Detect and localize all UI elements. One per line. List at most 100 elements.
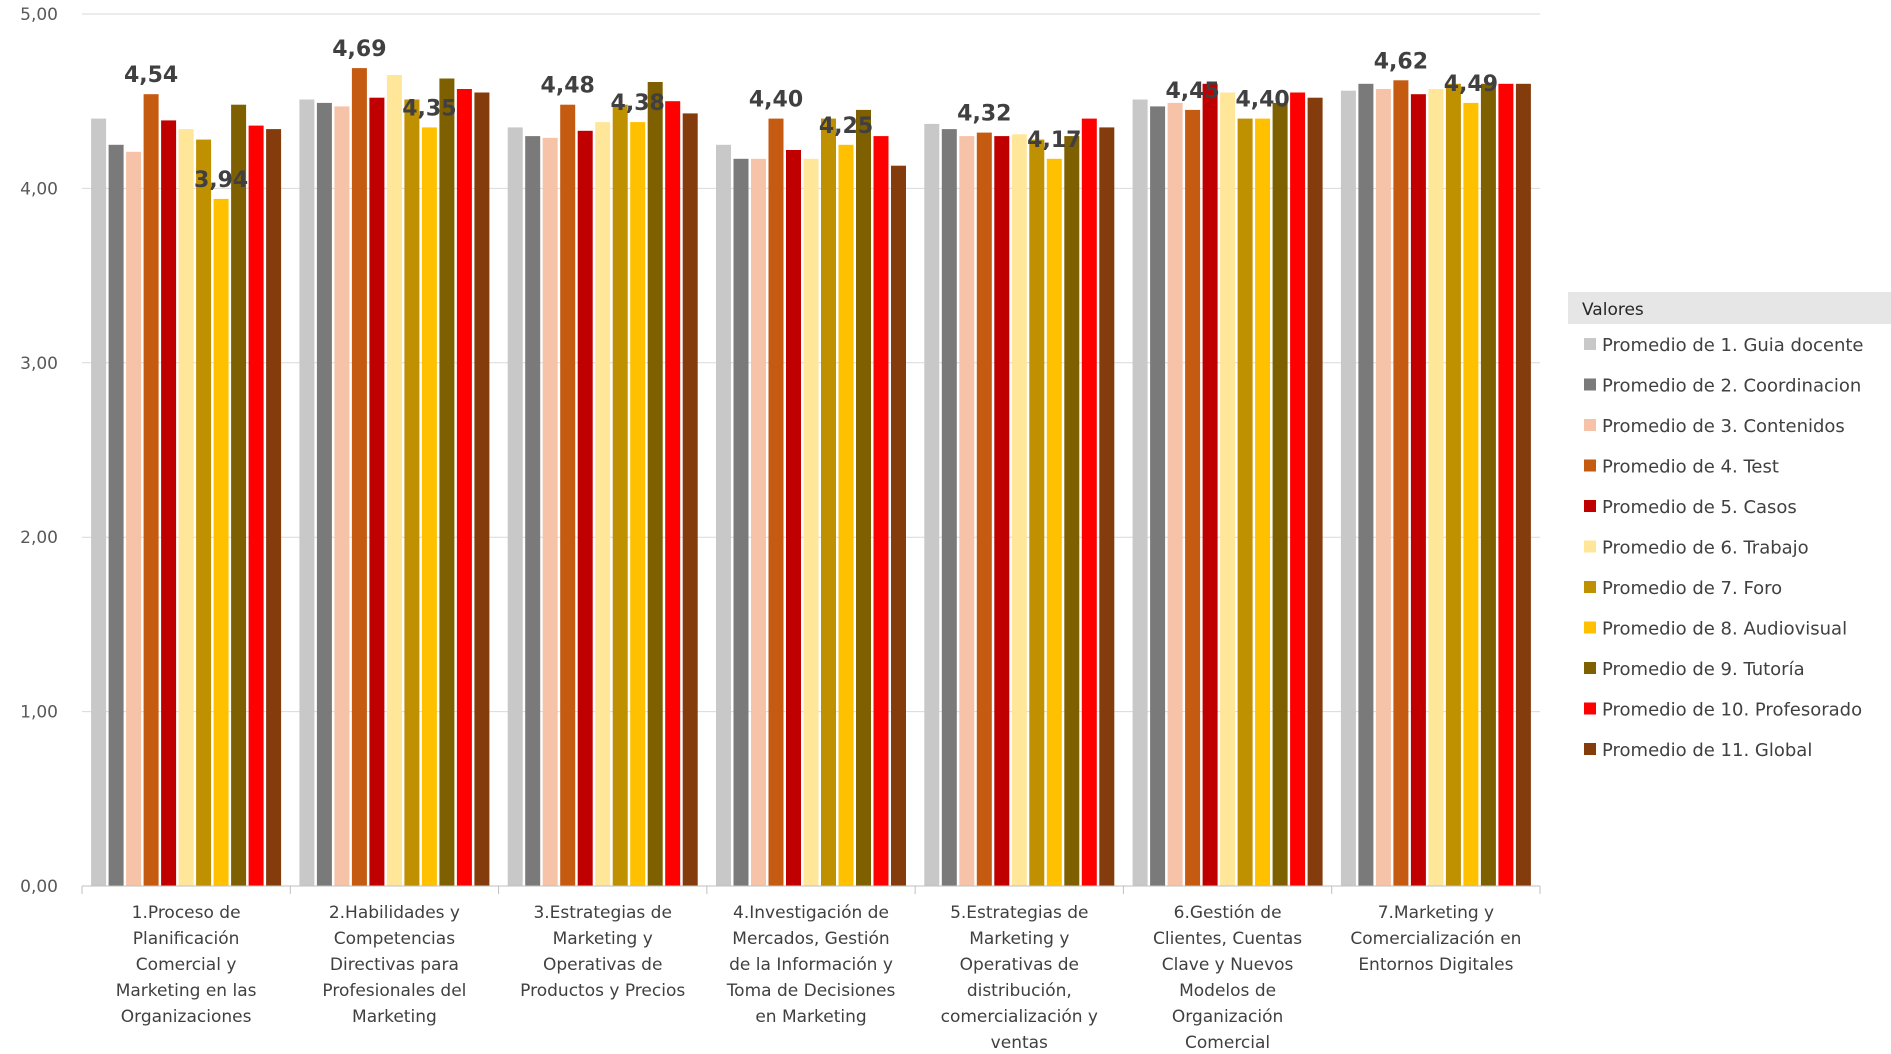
category-label-line: Organizaciones	[121, 1007, 252, 1027]
legend-entry-label: Promedio de 8. Audiovisual	[1602, 619, 1847, 640]
bar	[266, 129, 282, 887]
bar	[1445, 83, 1461, 887]
bar	[143, 94, 159, 886]
bar	[941, 129, 957, 887]
bar	[1340, 90, 1356, 886]
legend-title: Valores	[1582, 300, 1644, 320]
category-label-line: de la Información y	[729, 955, 893, 975]
bar	[1290, 92, 1306, 886]
bar	[404, 99, 420, 886]
bar	[299, 99, 315, 886]
legend-swatch	[1584, 540, 1596, 553]
category-label-line: en Marketing	[755, 1007, 866, 1027]
legend-title-background	[1568, 292, 1891, 324]
bar	[891, 165, 906, 886]
category-label: 4.Investigación de Mercados, Gestión de la…	[726, 903, 896, 1027]
bar	[421, 127, 437, 886]
category-label-line: Marketing	[352, 1007, 437, 1027]
data-label: 3,94	[194, 168, 248, 193]
category-label-line: Marketing en las	[116, 981, 257, 1001]
bars	[91, 68, 1531, 887]
bar	[507, 127, 523, 886]
category-label: 5.Estrategias de Marketing y Operativas de…	[941, 903, 1098, 1053]
bar	[612, 104, 628, 886]
legend-swatch	[1584, 702, 1596, 715]
bar	[1463, 102, 1479, 886]
legend-swatch	[1584, 378, 1596, 391]
data-label: 4,48	[541, 74, 595, 99]
category-label-line: 1.Proceso de	[132, 903, 241, 923]
bar	[1375, 89, 1391, 886]
bar	[994, 136, 1010, 887]
bar	[386, 75, 402, 886]
bar	[716, 144, 731, 887]
category-label-line: Organización	[1172, 1007, 1283, 1027]
y-axis: 0,00 1,00 2,00 3,00 4,00 5,00	[20, 5, 58, 897]
bar	[856, 109, 871, 886]
bar	[733, 158, 749, 887]
legend-entry-label: Promedio de 3. Contenidos	[1602, 416, 1845, 437]
bar	[821, 118, 836, 887]
legend-entry-label: Promedio de 4. Test	[1602, 457, 1779, 478]
bar	[1515, 83, 1531, 887]
bar	[248, 125, 264, 887]
legend-entry-label: Promedio de 1. Guia docente	[1602, 335, 1864, 356]
bar	[1428, 89, 1444, 886]
legend-entry-label: Promedio de 6. Trabajo	[1602, 538, 1809, 559]
bar	[369, 97, 385, 886]
data-label: 4,38	[611, 91, 665, 116]
category-label-line: ventas	[991, 1033, 1048, 1053]
legend-swatch	[1584, 743, 1596, 755]
bar	[196, 139, 212, 887]
category-label-line: Comercial y	[136, 955, 237, 975]
bar	[560, 104, 576, 886]
category-label-line: Marketing y	[553, 929, 653, 949]
bar	[334, 106, 350, 886]
category-label-line: Marketing y	[969, 929, 1069, 949]
category-label-line: 4.Investigación de	[733, 903, 889, 923]
category-label: 7.Marketing y Comercialización en Entornos…	[1350, 903, 1521, 975]
data-label: 4,40	[1235, 88, 1289, 113]
bar	[231, 104, 247, 886]
data-label: 4,54	[124, 63, 178, 88]
category-label-line: Clave y Nuevos	[1162, 955, 1294, 975]
legend-swatch	[1584, 459, 1596, 472]
category-label: 1.Proceso de Planificación Comercial y Mark…	[116, 903, 257, 1027]
legend-entry-label: Promedio de 5. Casos	[1602, 497, 1797, 518]
bar	[959, 136, 975, 887]
bar	[178, 129, 194, 887]
category-label-line: Comercial	[1185, 1033, 1270, 1053]
bar	[161, 120, 177, 886]
y-tick-label: 2,00	[20, 528, 58, 548]
legend-swatch	[1584, 419, 1596, 431]
category-label: 6.Gestión de Clientes, Cuentas Clave y Nue…	[1153, 903, 1302, 1053]
bar	[768, 118, 784, 887]
category-label-line: 7.Marketing y	[1378, 903, 1494, 923]
x-axis: 1.Proceso de Planificación Comercial y Mark…	[81, 885, 1541, 1053]
y-tick-label: 1,00	[20, 703, 58, 723]
bar	[786, 150, 801, 886]
legend-entry-label: Promedio de 2. Coordinacion	[1602, 376, 1861, 397]
bar	[682, 113, 698, 886]
bar	[213, 198, 229, 886]
category-label: 2.Habilidades y Competencias Directivas pa…	[322, 903, 466, 1027]
bar	[1029, 139, 1045, 887]
y-tick-label: 3,00	[20, 354, 58, 374]
bar	[1237, 118, 1253, 887]
data-label: 4,25	[819, 114, 873, 139]
bar	[1167, 102, 1183, 886]
category-label-line: 2.Habilidades y	[329, 903, 460, 923]
bar	[1132, 99, 1148, 886]
data-label: 4,62	[1374, 49, 1428, 74]
category-label-line: 5.Estrategias de	[950, 903, 1088, 923]
category-label-line: Mercados, Gestión	[732, 929, 889, 949]
bar	[1081, 118, 1097, 887]
bar	[1011, 134, 1027, 887]
bar	[1046, 158, 1062, 887]
bar	[595, 122, 611, 887]
legend-swatch	[1584, 662, 1596, 674]
data-label: 4,35	[402, 96, 456, 121]
category-label-line: Planificación	[133, 929, 240, 949]
bar	[873, 136, 889, 887]
